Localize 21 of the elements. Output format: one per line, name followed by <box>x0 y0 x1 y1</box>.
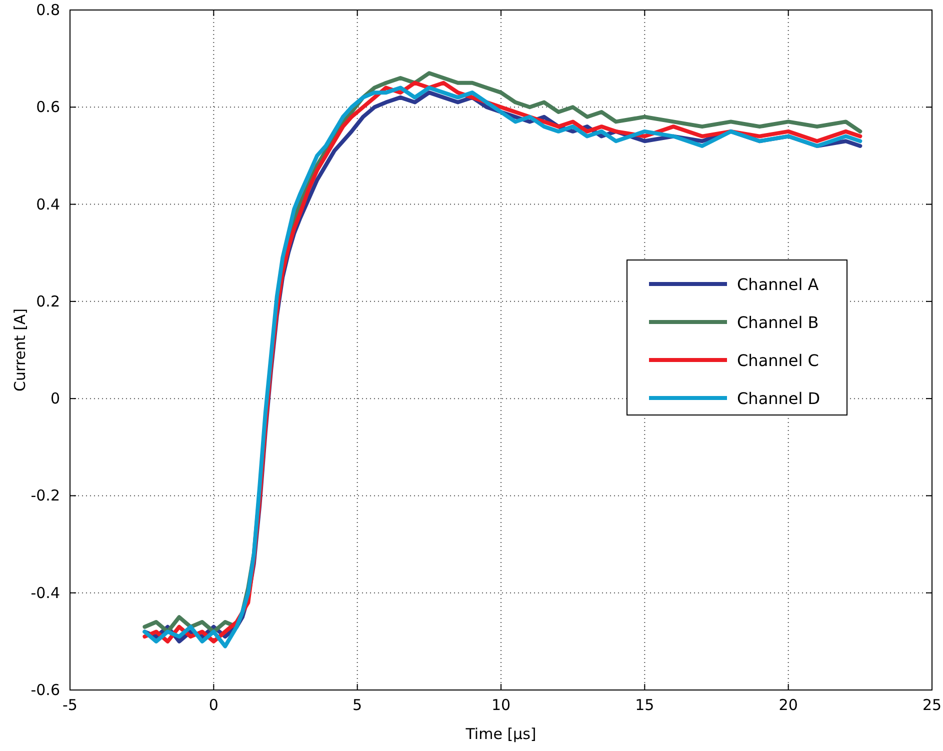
x-tick-label: -5 <box>62 696 78 714</box>
y-tick-label: 0 <box>50 390 60 408</box>
legend-label: Channel A <box>737 275 819 294</box>
y-tick-label: -0.4 <box>30 584 60 602</box>
y-tick-label: -0.2 <box>30 486 60 505</box>
y-axis-title: Current [A] <box>11 308 29 392</box>
y-tick-label: 0.8 <box>36 1 60 19</box>
x-tick-label: 15 <box>635 696 654 714</box>
x-axis-title: Time [μs] <box>464 725 536 743</box>
legend-label: Channel D <box>737 389 820 408</box>
legend-label: Channel B <box>737 313 819 332</box>
x-tick-label: 5 <box>352 696 362 714</box>
legend-label: Channel C <box>737 351 819 370</box>
x-tick-label: 25 <box>922 696 942 714</box>
y-tick-label: 0.4 <box>36 195 60 214</box>
x-tick-label: 0 <box>208 696 218 714</box>
y-tick-label: -0.6 <box>30 681 60 699</box>
x-tick-label: 20 <box>778 696 798 714</box>
x-tick-label: 10 <box>491 696 511 714</box>
y-tick-label: 0.2 <box>36 292 60 310</box>
y-tick-label: 0.6 <box>36 98 60 116</box>
